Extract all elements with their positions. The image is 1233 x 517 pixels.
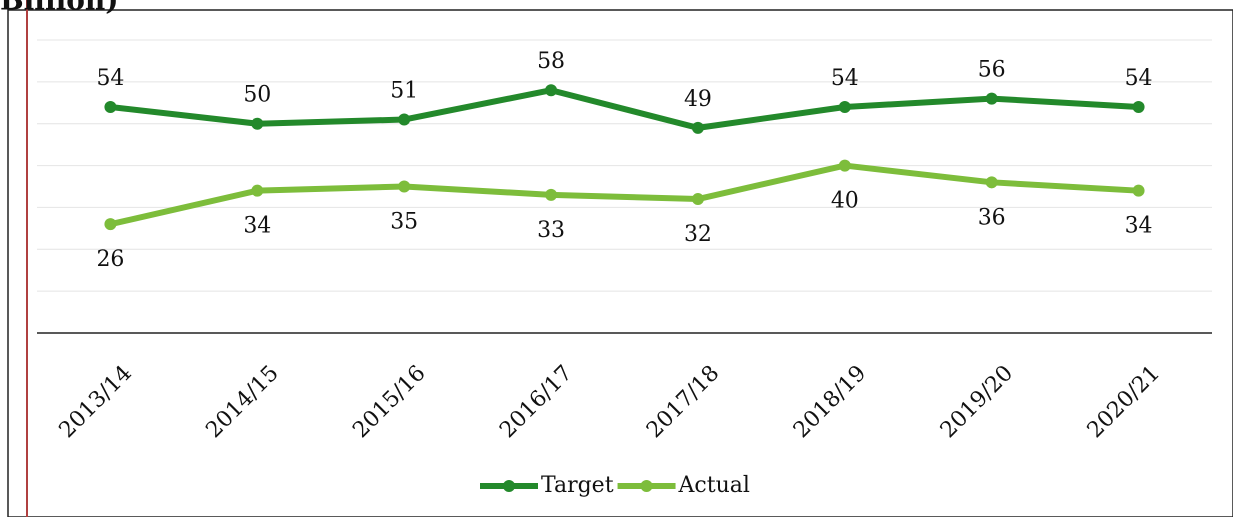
data-label: 36 (978, 205, 1006, 230)
x-tick-label: 2019/20 (936, 361, 1018, 443)
point (1132, 184, 1145, 197)
point (251, 184, 264, 197)
data-label: 33 (537, 218, 565, 243)
series-line (110, 87, 1139, 131)
point (838, 100, 851, 113)
point (545, 84, 558, 97)
data-label: 58 (537, 49, 565, 74)
data-label: 49 (684, 87, 712, 112)
data-label: 54 (96, 66, 124, 91)
x-tick-label: 2020/21 (1083, 361, 1165, 443)
data-label: 26 (96, 247, 124, 272)
data-label: 56 (978, 58, 1006, 83)
point (838, 159, 851, 172)
data-label: 34 (243, 214, 271, 239)
series-line (109, 162, 1139, 228)
data-label: 32 (684, 222, 712, 247)
x-tick-label: 2014/15 (201, 361, 283, 443)
legend-label: Actual (678, 473, 750, 498)
x-tick-label: 2017/18 (642, 361, 724, 443)
point (104, 218, 117, 231)
point (398, 113, 411, 126)
x-tick-label: 2013/14 (55, 361, 137, 443)
data-label: 34 (1125, 214, 1153, 239)
point (1132, 100, 1145, 113)
legend-label: Target (541, 473, 614, 498)
data-label: 40 (831, 189, 859, 214)
x-tick-label: 2018/19 (789, 361, 871, 443)
point (691, 121, 704, 134)
frame (7, 9, 1233, 517)
point (985, 176, 998, 189)
data-label: 50 (243, 83, 271, 108)
legend-marker (640, 480, 653, 492)
legend-marker (503, 480, 515, 492)
data-label: 54 (831, 66, 859, 91)
data-label: 51 (390, 79, 418, 104)
point (104, 100, 117, 113)
data-label: 54 (1125, 66, 1153, 91)
x-tick-label: 2016/17 (495, 361, 577, 443)
point (251, 117, 264, 130)
chart-title: Billion) (0, 0, 119, 17)
point (691, 193, 704, 206)
point (398, 180, 411, 193)
data-label: 35 (390, 210, 418, 235)
point (985, 92, 998, 105)
x-tick-label: 2015/16 (348, 361, 430, 443)
point (545, 188, 558, 201)
